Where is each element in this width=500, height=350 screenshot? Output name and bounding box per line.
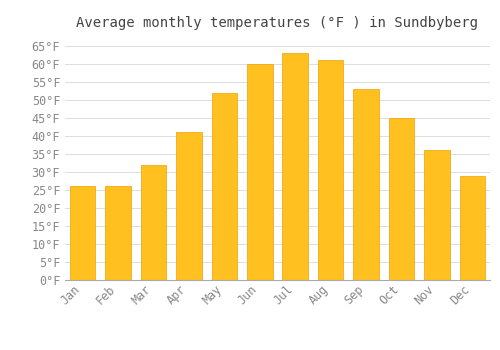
Bar <box>354 89 379 280</box>
Bar <box>176 132 202 280</box>
Bar <box>141 165 167 280</box>
Title: Average monthly temperatures (°F ) in Sundbyberg: Average monthly temperatures (°F ) in Su… <box>76 16 478 30</box>
Bar <box>212 93 237 280</box>
Bar <box>106 186 131 280</box>
Bar <box>460 175 485 280</box>
Bar <box>318 60 344 280</box>
Bar <box>424 150 450 280</box>
Bar <box>247 64 272 280</box>
Bar <box>282 53 308 280</box>
Bar <box>388 118 414 280</box>
Bar <box>70 186 96 280</box>
